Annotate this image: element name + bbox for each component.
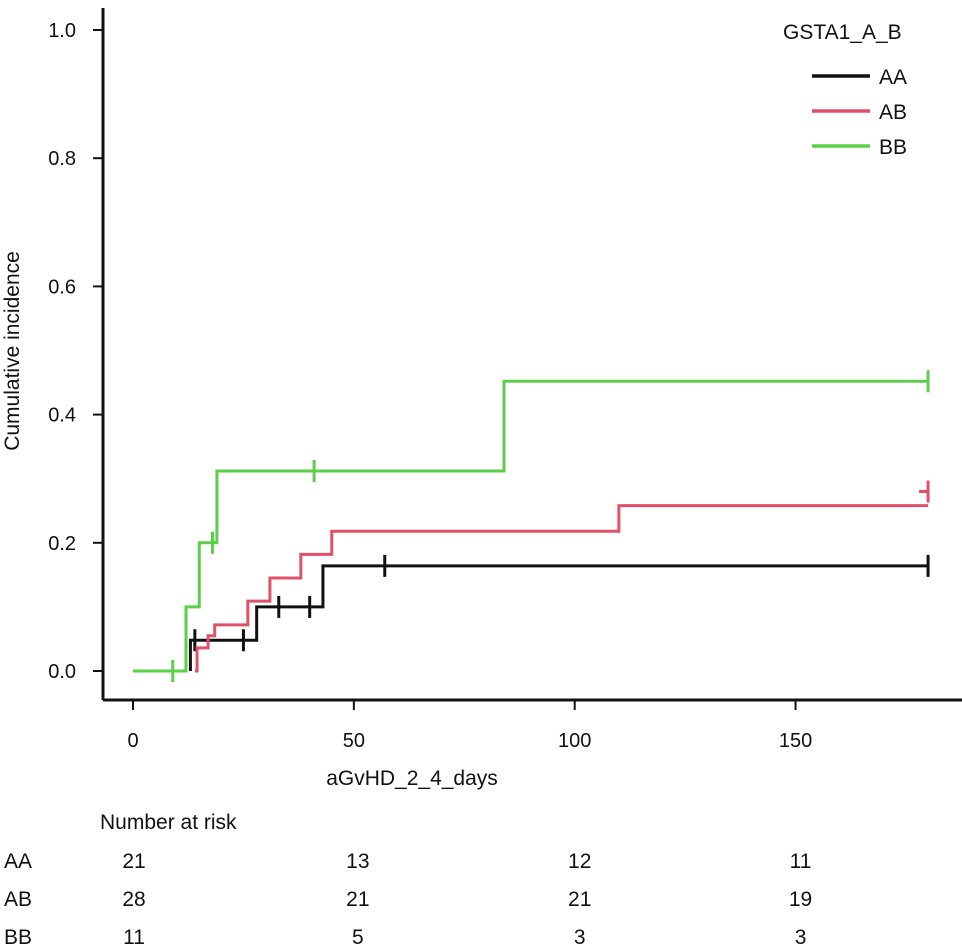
y-axis-title: Cumulative incidence [1, 251, 24, 451]
risk-value: 13 [346, 850, 369, 873]
risk-value: 11 [123, 926, 145, 946]
y-tick-label: 0.6 [48, 276, 76, 298]
x-tick-label: 50 [343, 730, 365, 752]
series-ab [194, 480, 930, 673]
risk-row-label-aa: AA [4, 850, 32, 873]
risk-value: 3 [574, 926, 586, 946]
legend-title: GSTA1_A_B [783, 21, 902, 44]
y-tick-label: 1.0 [48, 20, 76, 42]
risk-value: 21 [122, 850, 145, 873]
y-ticks: 0.0 0.2 0.4 0.6 0.8 1.0 [48, 20, 103, 683]
y-tick-label: 0.2 [48, 533, 76, 555]
x-ticks: 0 50 100 150 [127, 700, 812, 752]
x-tick-label: 100 [558, 730, 591, 752]
risk-row-label-ab: AB [4, 888, 32, 911]
x-tick-label: 0 [127, 730, 138, 752]
series-line-bb [133, 379, 929, 673]
legend-label-bb: BB [879, 136, 907, 159]
legend: GSTA1_A_B AA AB BB [783, 21, 907, 159]
risk-value: 21 [568, 888, 591, 911]
legend-label-ab: AB [879, 101, 907, 124]
risk-table: Number at risk AA 21 13 12 11 AB 28 21 21 19 BB 11 5… [4, 811, 812, 946]
series-bb [133, 370, 930, 682]
series-group [133, 370, 930, 682]
risk-value: 21 [346, 888, 369, 911]
x-tick-label: 150 [779, 730, 812, 752]
axes [101, 8, 962, 702]
series-line-aa [188, 564, 929, 671]
y-tick-label: 0.0 [48, 661, 76, 683]
risk-value: 28 [122, 888, 145, 911]
series-aa [188, 554, 930, 671]
risk-value: 19 [789, 888, 812, 911]
risk-value: 3 [795, 926, 807, 946]
risk-table-title: Number at risk [100, 811, 237, 834]
legend-label-aa: AA [879, 66, 907, 89]
risk-value: 11 [790, 850, 812, 873]
risk-row-label-bb: BB [4, 926, 32, 946]
y-tick-label: 0.4 [48, 405, 76, 427]
x-axis-title: aGvHD_2_4_days [326, 767, 498, 790]
risk-value: 5 [352, 926, 364, 946]
risk-value: 12 [568, 850, 591, 873]
series-line-ab [194, 504, 929, 673]
y-tick-label: 0.8 [48, 148, 76, 170]
